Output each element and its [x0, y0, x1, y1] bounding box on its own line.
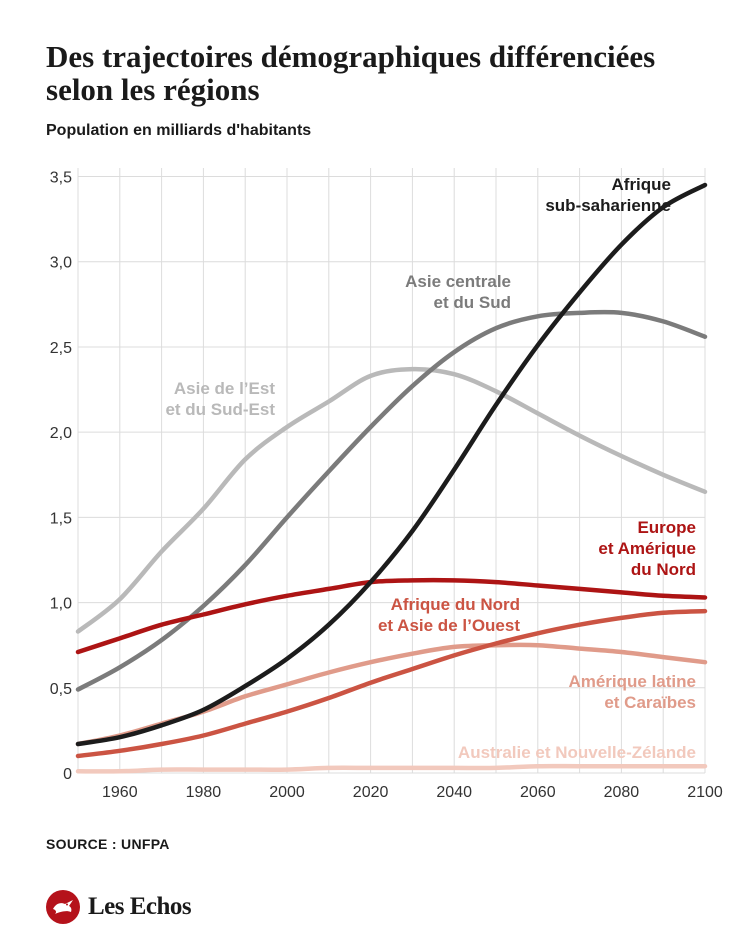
series-label-2: Afrique: [612, 175, 672, 194]
y-tick-label: 0: [63, 766, 72, 783]
series-label-3: et Amérique: [598, 539, 696, 558]
y-tick-label: 2,5: [50, 340, 72, 357]
chart-subtitle: Population en milliards d'habitants: [46, 122, 312, 139]
series-line-3: [75, 577, 708, 655]
y-tick-label: 1,0: [50, 596, 72, 613]
les-echos-bird-logo-icon: [46, 890, 80, 924]
series-label-6: Australie et Nouvelle-Zélande: [458, 743, 696, 762]
x-tick-label: 2020: [353, 784, 389, 801]
x-tick-label: 2000: [269, 784, 305, 801]
x-tick-label: 1980: [186, 784, 222, 801]
series-line-1: [75, 309, 708, 692]
series-labels: Asie de l’Est et du Sud-Est Asie centrale e…: [165, 175, 696, 762]
series-line-6: [75, 763, 708, 774]
series-label-0: et du Sud-Est: [165, 400, 275, 419]
x-tick-label: 1960: [102, 784, 138, 801]
brand-name: Les Echos: [88, 893, 192, 920]
series-label-3: du Nord: [631, 560, 696, 579]
series-label-0: Asie de l’Est: [174, 379, 275, 398]
series-label-5: Amérique latine: [568, 672, 696, 691]
y-tick-label: 2,0: [50, 425, 72, 442]
series-line-0: [75, 366, 708, 634]
chart-title: Des trajectoires démographiques différen…: [46, 39, 656, 107]
series-lines: [75, 182, 708, 774]
x-tick-label: 2080: [604, 784, 640, 801]
series-label-4: et Asie de l’Ouest: [378, 616, 520, 635]
series-label-5: et Caraïbes: [604, 693, 696, 712]
grid: [77, 168, 706, 774]
series-label-1: Asie centrale: [405, 272, 511, 291]
brand-logo: Les Echos: [46, 890, 192, 924]
x-tick-label: 2060: [520, 784, 556, 801]
x-tick-label: 2040: [436, 784, 472, 801]
population-line-chart: 0 0,5 1,0 1,5 2,0 2,5 3,0 3,5 1960 1980 2000 2020 20…: [50, 168, 723, 801]
series-label-4: Afrique du Nord: [391, 595, 520, 614]
series-line-2: [75, 182, 708, 747]
y-tick-label: 3,0: [50, 255, 72, 272]
source-note: SOURCE : UNFPA: [46, 836, 170, 852]
y-tick-label: 0,5: [50, 681, 72, 698]
y-tick-label: 1,5: [50, 510, 72, 527]
y-tick-label: 3,5: [50, 170, 72, 187]
series-label-2: sub-saharienne: [545, 196, 671, 215]
x-tick-label: 2100: [687, 784, 723, 801]
series-label-1: et du Sud: [434, 293, 511, 312]
series-label-3: Europe: [637, 518, 696, 537]
axes: 0 0,5 1,0 1,5 2,0 2,5 3,0 3,5 1960 1980 2000 2020 20…: [50, 170, 723, 801]
series-line-4: [75, 608, 708, 759]
